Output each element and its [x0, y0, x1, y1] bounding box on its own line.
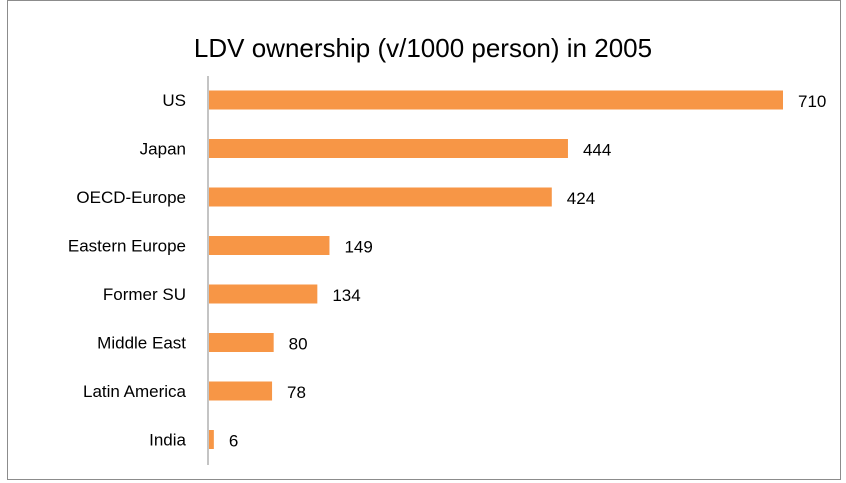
bar	[209, 333, 274, 352]
bar	[209, 381, 273, 401]
category-labels: US Japan OECD-Europe Eastern Europe Former S…	[68, 91, 187, 450]
bars-group	[209, 90, 783, 449]
value-label: 149	[344, 238, 372, 257]
chart-frame	[7, 0, 841, 480]
value-label: 710	[798, 92, 826, 111]
bar	[209, 284, 318, 304]
category-label: India	[149, 431, 186, 450]
category-label: Former SU	[103, 285, 186, 304]
bar	[209, 139, 568, 158]
bar	[209, 236, 330, 255]
category-label: OECD-Europe	[76, 188, 186, 207]
value-labels: 710 444 424 149 134 80 78 6	[229, 92, 827, 451]
bar	[209, 187, 552, 207]
value-label: 444	[583, 141, 611, 160]
bar	[209, 430, 214, 449]
chart-title: LDV ownership (v/1000 person) in 2005	[193, 33, 653, 63]
category-label: Middle East	[97, 334, 186, 353]
category-label: Japan	[140, 140, 186, 159]
value-label: 134	[332, 286, 360, 305]
category-label: US	[162, 91, 186, 110]
category-label: Eastern Europe	[68, 237, 186, 256]
value-label: 424	[567, 189, 595, 208]
value-label: 6	[229, 432, 238, 451]
category-label: Latin America	[83, 382, 187, 401]
bar	[209, 90, 783, 110]
value-label: 80	[289, 335, 308, 354]
value-label: 78	[287, 383, 306, 402]
